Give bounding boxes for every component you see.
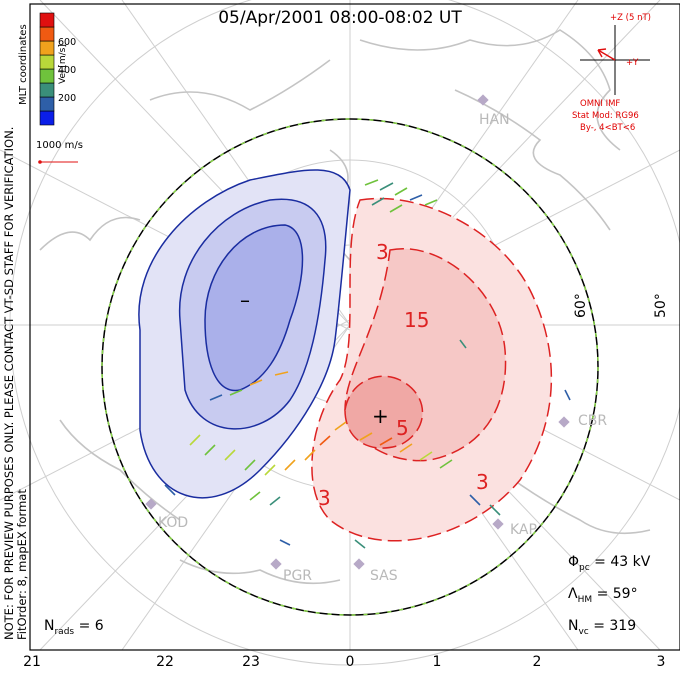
hm-latitude: ΛHM = 59°	[568, 586, 638, 605]
cross-polar-potential: Φpc = 43 kV	[568, 554, 651, 573]
imf-model: Stat Mod: RG96	[572, 111, 639, 121]
mlt-tick-22: 22	[156, 654, 174, 670]
imf-condition: By-, 4<BT<6	[580, 123, 636, 133]
radar-count: Nrads = 6	[44, 618, 104, 637]
colorbar	[39, 12, 55, 126]
plot-title: 05/Apr/2001 08:00-08:02 UT	[218, 8, 462, 28]
plot-frame	[29, 3, 680, 651]
station-cbr: CBR	[578, 413, 608, 429]
contour-label-5: 5	[396, 416, 409, 440]
mlt-tick-2: 2	[532, 654, 542, 670]
fit-order-line: FitOrder: 8, mapEX format	[15, 489, 29, 640]
contour-label-3c: 3	[318, 486, 331, 510]
dawn-cell-inner	[344, 375, 424, 449]
vector-count: Nvc = 319	[568, 618, 637, 637]
imf-y-label: +Y	[626, 58, 639, 68]
colorbar-tick-600: 600	[58, 37, 77, 48]
mlt-tick-1: 1	[432, 654, 442, 670]
station-han: HAN	[479, 112, 510, 128]
station-pgr: PGR	[283, 568, 313, 584]
imf-z-label: +Z (5 nT)	[610, 13, 651, 23]
potential-maximum-marker: +	[372, 404, 389, 428]
station-kap: KAP	[510, 522, 537, 538]
imf-dial	[580, 25, 650, 95]
reference-vector-arrow	[38, 160, 78, 164]
colorbar-tick-400: 400	[58, 65, 77, 76]
dusk-cell-inner	[204, 224, 304, 392]
latitude-label-50: 50°	[653, 293, 669, 318]
coordinate-system-label: MLT coordinates	[18, 24, 29, 105]
latitude-label-60: 60°	[573, 293, 589, 318]
station-sas: SAS	[370, 568, 398, 584]
mlt-tick-3: 3	[656, 654, 666, 670]
reference-vector-label: 1000 m/s	[36, 140, 83, 151]
mlt-tick-21: 21	[23, 654, 41, 670]
imf-source: OMNI IMF	[580, 99, 621, 109]
contour-label-3: 3	[376, 240, 389, 264]
preview-note: NOTE: FOR PREVIEW PURPOSES ONLY. PLEASE …	[2, 127, 29, 640]
station-markers	[145, 94, 570, 570]
contour-label-15: 15	[404, 308, 430, 332]
contour-label-3b: 3	[476, 470, 489, 494]
potential-minimum-marker: –	[240, 288, 250, 312]
station-kod: KOD	[158, 515, 189, 531]
mlt-tick-0: 0	[345, 654, 355, 670]
mlt-tick-23: 23	[242, 654, 260, 670]
velocity-vectors	[164, 179, 571, 549]
colorbar-tick-200: 200	[58, 93, 77, 104]
hm-boundary-dash	[101, 118, 599, 616]
